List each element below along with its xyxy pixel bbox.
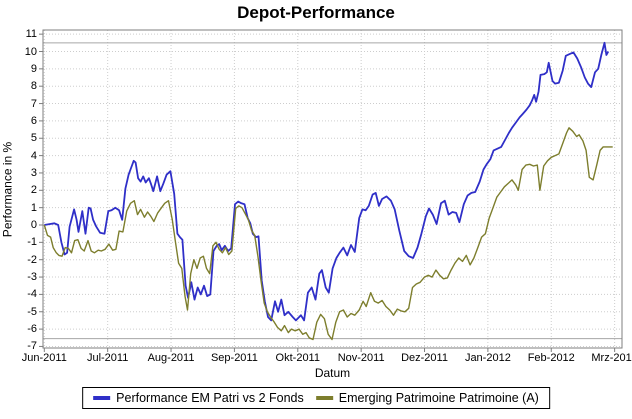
- x-tick-label: Jul-2011: [86, 352, 129, 364]
- series-line-2: [43, 127, 613, 341]
- x-tick-label: Mrz-2012: [591, 352, 632, 364]
- y-tick-label: 11: [25, 28, 37, 41]
- y-tick-label: 1: [30, 201, 37, 214]
- x-tick-label: Sep-2011: [210, 352, 258, 364]
- x-tick-label: Nov-2011: [337, 352, 385, 364]
- y-tick-label: -3: [27, 271, 37, 284]
- legend-label: Emerging Patrimoine Patrimoine (A): [338, 391, 539, 405]
- y-tick-label: -4: [27, 288, 37, 301]
- y-tick-label: 0: [30, 219, 37, 231]
- y-tick-label: -7: [27, 340, 37, 353]
- series-line-1: [44, 41, 610, 322]
- y-tick-label: 2: [30, 184, 37, 197]
- legend: Performance EM Patri vs 2 Fonds Emerging …: [82, 387, 550, 409]
- y-tick-label: 7: [30, 97, 37, 110]
- legend-item: Performance EM Patri vs 2 Fonds: [93, 391, 304, 405]
- x-tick-label: Jun-2011: [21, 352, 67, 364]
- x-tick-label: Feb-2012: [527, 352, 575, 364]
- x-tick-label: Jan-2012: [464, 352, 511, 364]
- chart-title: Depot-Performance: [237, 3, 395, 22]
- legend-item: Emerging Patrimoine Patrimoine (A): [315, 391, 539, 405]
- plot-border: [42, 29, 623, 349]
- y-tick-label: -5: [27, 305, 37, 318]
- y-tick-label: 5: [30, 132, 37, 145]
- y-tick-label: 4: [30, 149, 37, 162]
- y-tick-label: -2: [27, 253, 37, 266]
- y-tick-label: -6: [27, 323, 37, 336]
- y-tick-label: -1: [27, 236, 37, 249]
- legend-label: Performance EM Patri vs 2 Fonds: [116, 391, 304, 405]
- y-tick-label: 3: [30, 166, 37, 179]
- y-tick-label: 9: [30, 62, 37, 75]
- y-tick-label: 10: [24, 45, 37, 58]
- x-tick-label: Okt-2011: [275, 352, 320, 364]
- y-tick-label: 6: [30, 114, 37, 127]
- x-tick-label: Dez-2011: [401, 352, 448, 364]
- x-axis-title: Datum: [314, 366, 351, 380]
- x-tick-label: Aug-2011: [147, 352, 195, 364]
- legend-swatch-icon: [93, 396, 111, 400]
- y-tick-label: 8: [30, 80, 37, 93]
- legend-swatch-icon: [315, 396, 333, 400]
